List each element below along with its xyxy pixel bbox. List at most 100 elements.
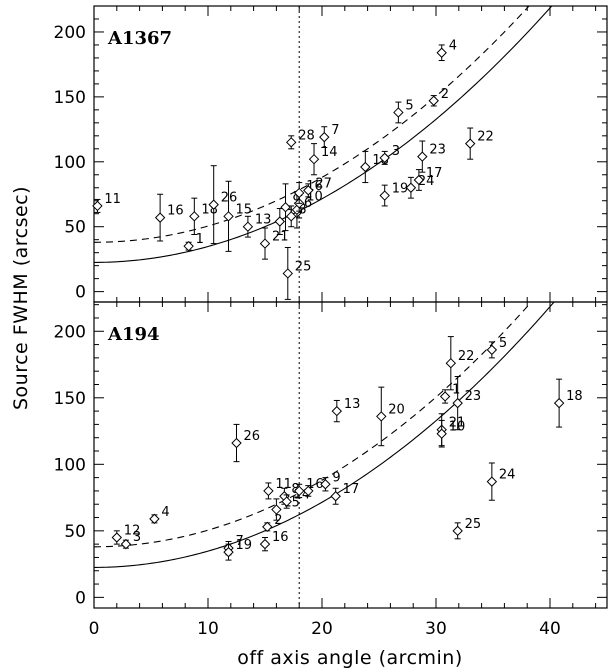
fit-curve-solid	[94, 302, 555, 568]
data-point: 8	[286, 202, 307, 228]
data-point: 11	[92, 192, 121, 213]
diamond-marker	[271, 504, 282, 515]
diamond-marker	[259, 238, 271, 249]
fit-curve-dashed	[94, 6, 530, 243]
panel-title: A194	[107, 324, 160, 345]
point-label: 21	[272, 230, 289, 245]
data-point: 23	[417, 140, 446, 173]
diamond-marker	[286, 137, 297, 148]
diamond-marker	[436, 428, 447, 439]
data-point: 11	[263, 477, 292, 500]
diamond-marker	[486, 476, 498, 487]
point-label: 25	[295, 259, 312, 274]
panel-1: 0501001502001116118261513211298256101627…	[54, 5, 608, 303]
y-tick-label: 50	[64, 218, 86, 238]
point-label: 10	[449, 420, 466, 435]
data-point: 14	[308, 143, 338, 176]
diamond-marker	[208, 199, 219, 210]
point-label: 5	[405, 98, 413, 113]
diamond-marker	[452, 397, 463, 409]
diamond-marker	[303, 185, 314, 196]
chart-panels: 0501001502001116118261513211298256101627…	[54, 5, 608, 639]
y-tick-label: 200	[54, 23, 86, 43]
data-point: 12	[111, 523, 141, 545]
diamond-marker	[293, 485, 305, 497]
data-point: 1	[183, 232, 204, 252]
data-point: 28	[286, 128, 315, 150]
diamond-marker	[330, 491, 341, 502]
data-point: 2	[262, 513, 283, 533]
plot-frame	[93, 301, 608, 609]
point-label: 2	[441, 87, 449, 102]
data-point: 16	[154, 193, 184, 242]
point-label: 13	[344, 397, 361, 412]
point-label: 3	[133, 530, 141, 545]
point-label: 18	[566, 389, 583, 404]
diamond-marker	[149, 513, 160, 525]
diamond-marker	[464, 138, 476, 149]
data-point: 1	[293, 477, 314, 499]
point-label: 7	[236, 534, 244, 549]
diamond-marker	[286, 211, 297, 222]
data-point: 25	[282, 246, 312, 300]
diamond-marker	[281, 496, 292, 507]
diamond-marker	[379, 152, 390, 164]
data-point: 21	[259, 227, 289, 260]
point-label: 13	[255, 213, 272, 228]
diamond-marker	[262, 521, 273, 533]
data-point: 5	[486, 336, 507, 359]
x-tick-label: 30	[425, 619, 447, 639]
diamond-marker	[308, 153, 320, 165]
diamond-marker	[428, 95, 439, 106]
diamond-marker	[486, 344, 498, 356]
diamond-marker	[274, 216, 286, 227]
point-label: 4	[161, 505, 169, 520]
point-label: 6	[315, 477, 323, 492]
data-point: 23	[452, 376, 481, 431]
data-point: 15	[223, 180, 252, 252]
point-label: 14	[321, 145, 338, 160]
data-point: 16	[259, 530, 289, 552]
data-point: 27	[303, 176, 332, 198]
data-point: 4	[436, 39, 457, 62]
data-point: 24	[405, 174, 434, 199]
y-tick-label: 100	[54, 153, 86, 173]
point-label: 16	[272, 530, 289, 545]
diamond-marker	[111, 532, 123, 543]
diamond-marker	[263, 485, 274, 497]
y-tick-label: 200	[54, 322, 86, 342]
point-label: 25	[465, 517, 482, 532]
diamond-marker	[120, 538, 132, 550]
data-point: 13	[331, 397, 361, 423]
diamond-marker	[376, 411, 387, 422]
point-label: 1	[306, 477, 314, 492]
diamond-marker	[417, 151, 428, 162]
panel-2: 0501001502001234719162261115814169171320…	[54, 301, 608, 609]
diamond-marker	[293, 187, 305, 199]
point-label: 5	[499, 336, 507, 351]
diamond-marker	[413, 174, 425, 186]
x-tick-label: 0	[89, 619, 100, 639]
diamond-marker	[319, 131, 330, 143]
point-label: 20	[388, 402, 405, 417]
point-label: 19	[236, 538, 253, 553]
data-point: 3	[379, 144, 400, 165]
fit-curve-solid	[94, 6, 553, 263]
point-label: 22	[458, 349, 475, 364]
diamond-marker	[183, 240, 194, 252]
point-label: 26	[244, 429, 261, 444]
point-label: 1	[196, 232, 204, 247]
diamond-marker	[223, 546, 234, 558]
point-label: 22	[477, 130, 494, 145]
y-tick-label: 100	[54, 455, 86, 475]
diamond-marker	[92, 200, 103, 212]
point-label: 24	[499, 468, 516, 483]
data-point: 1	[439, 382, 460, 404]
point-label: 11	[275, 477, 292, 492]
diamond-marker	[189, 211, 200, 222]
point-label: 12	[124, 523, 141, 538]
y-tick-label: 50	[64, 522, 86, 542]
data-point: 13	[242, 213, 272, 238]
diamond-marker	[242, 221, 254, 232]
